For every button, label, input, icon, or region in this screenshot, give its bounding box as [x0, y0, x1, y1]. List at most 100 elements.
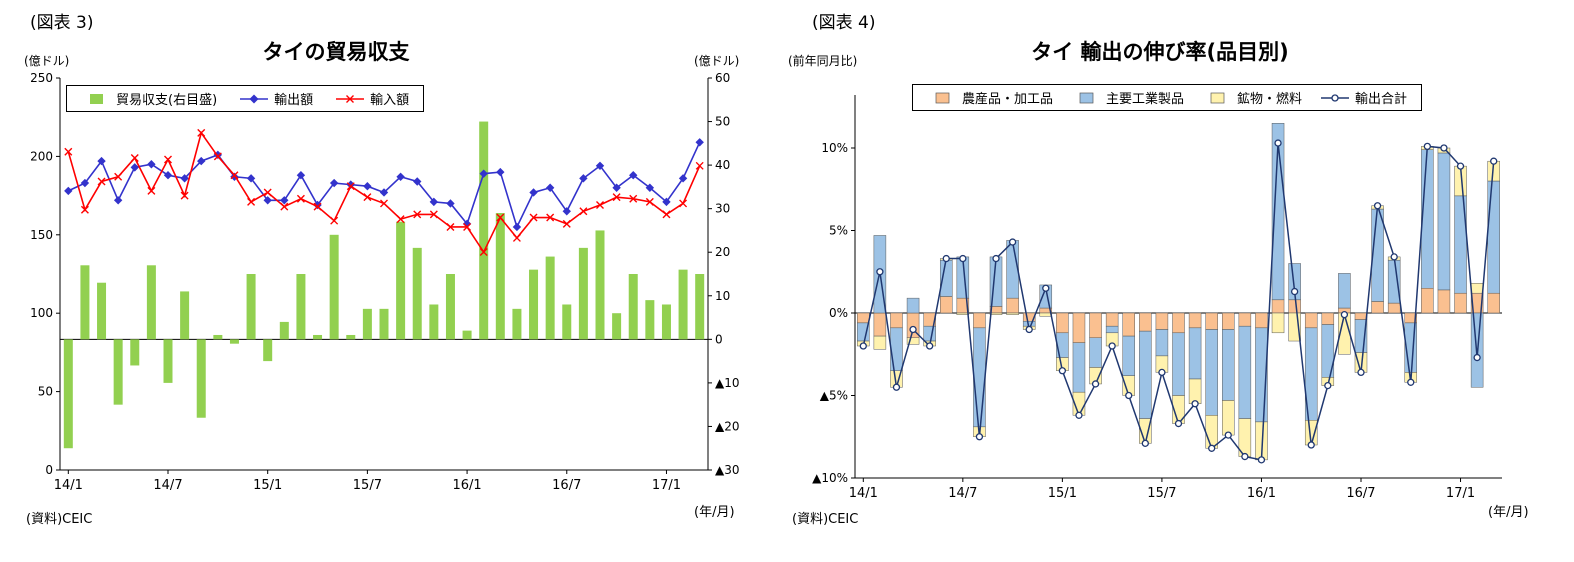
stacked-bar-segment — [1437, 152, 1451, 291]
right-axis-tick-label: 10 — [715, 289, 730, 303]
x-axis-tick-label: 15/7 — [1147, 486, 1176, 501]
diamond-marker-icon — [446, 199, 455, 208]
diamond-marker-icon — [662, 197, 671, 207]
x-marker-icon — [429, 210, 438, 219]
stacked-bar-segment — [906, 297, 920, 314]
trade-balance-bar — [545, 256, 555, 340]
trade-balance-bar — [362, 308, 372, 340]
stacked-bar-segment — [1222, 329, 1235, 401]
diamond-marker-icon — [197, 156, 206, 166]
circle-marker-icon — [1158, 368, 1166, 377]
right-axis-tick-label: ▲20 — [715, 419, 740, 433]
x-marker-icon — [130, 153, 139, 162]
trade-balance-bar — [628, 274, 638, 340]
stacked-bar-segment — [923, 325, 936, 342]
x-marker-icon — [197, 128, 206, 137]
circle-marker-icon — [975, 433, 984, 441]
x-marker-icon — [496, 213, 505, 222]
bar-swatch-icon — [1210, 92, 1225, 103]
trade-balance-bar — [63, 339, 73, 449]
line-swatch-icon — [1321, 93, 1350, 102]
diamond-marker-icon — [296, 171, 306, 180]
y-axis-tick-label: 5% — [829, 224, 848, 238]
trade-balance-bar — [246, 274, 256, 340]
circle-marker-icon — [1440, 144, 1448, 152]
x-marker-icon — [363, 193, 372, 202]
x-marker-icon — [579, 207, 588, 216]
stacked-bar-segment — [906, 337, 920, 345]
x-marker-icon — [147, 186, 156, 195]
trade-balance-bar — [279, 321, 289, 340]
trade-balance-bar — [512, 308, 522, 340]
circle-marker-icon — [1324, 381, 1332, 390]
diamond-marker-icon — [64, 186, 73, 196]
stacked-bar-segment — [1089, 337, 1102, 368]
circle-marker-icon — [892, 383, 901, 391]
circle-marker-icon — [1290, 287, 1299, 296]
diamond-marker-icon — [462, 219, 472, 229]
stacked-bar-segment — [1006, 240, 1019, 299]
left-axis-tick-label: 0 — [45, 463, 53, 477]
stacked-bar-segment — [1172, 312, 1185, 334]
stacked-bar-segment — [1271, 312, 1285, 334]
diamond-marker-icon — [130, 163, 139, 172]
legend-item-3: 輸出合計 — [1320, 88, 1407, 107]
x-axis-tick-label: 15/7 — [353, 478, 382, 493]
x-marker-icon — [230, 171, 239, 180]
stacked-bar-segment — [1072, 312, 1086, 343]
circle-marker-icon — [1241, 452, 1249, 461]
stacked-bar-segment — [1487, 180, 1500, 294]
stacked-bar-segment — [1188, 327, 1202, 380]
stacked-bar-segment — [1155, 329, 1169, 357]
diamond-marker-icon — [429, 197, 439, 207]
stacked-bar-segment — [1222, 400, 1235, 436]
chart-title-export-growth: タイ 輸出の伸び率(品目別) — [1031, 40, 1289, 64]
stacked-bar-segment — [890, 312, 903, 329]
circle-marker-icon — [1357, 368, 1365, 377]
circle-marker-icon — [1025, 325, 1033, 334]
stacked-bar-segment — [1205, 312, 1218, 330]
stacked-bar-segment — [1321, 312, 1335, 325]
circle-marker-icon — [1091, 380, 1100, 388]
x-marker-icon — [380, 199, 388, 208]
right-axis-tick-label: 40 — [715, 158, 730, 172]
trade-balance-bar — [180, 291, 190, 340]
legend-item-2: 鉱物・燃料 — [1202, 88, 1302, 107]
figure-label-3: (図表 3) — [30, 13, 94, 33]
x-marker-icon — [114, 172, 123, 181]
bar-swatch-icon — [935, 92, 950, 103]
stacked-bar-segment — [1437, 289, 1451, 314]
figure-label-4: (図表 4) — [812, 13, 876, 33]
circle-marker-icon — [992, 254, 1000, 263]
legend-label: 主要工業製品 — [1106, 92, 1185, 107]
left-axis-tick-label: 100 — [30, 306, 53, 320]
diamond-marker-icon — [529, 188, 538, 197]
x-axis-tick-label: 15/1 — [1048, 486, 1077, 501]
diamond-marker-icon — [180, 174, 189, 183]
trade-balance-bar — [462, 330, 472, 340]
stacked-bar-segment — [1122, 312, 1135, 337]
trade-balance-bar — [396, 221, 406, 340]
left-axis-tick-label: 200 — [30, 149, 53, 163]
trade-balance-bar — [678, 269, 688, 340]
circle-marker-icon — [1390, 253, 1398, 261]
trade-balance-bar — [529, 269, 539, 340]
circle-marker-icon — [1473, 353, 1481, 362]
diamond-marker-icon — [579, 174, 588, 183]
diamond-marker-icon — [346, 180, 355, 189]
trade-balance-bar — [296, 274, 306, 340]
stacked-bar-segment — [1056, 312, 1069, 334]
diamond-marker-icon — [113, 196, 123, 205]
x-marker-icon — [679, 199, 688, 208]
x-axis-tick-label: 15/1 — [253, 478, 282, 493]
circle-marker-icon — [1490, 157, 1498, 165]
trade-balance-bar — [263, 339, 273, 362]
stacked-bar-segment — [1387, 302, 1401, 314]
trade-balance-bar — [479, 121, 489, 340]
export-growth-chart: 10% 5% 0% ▲5% ▲10%14/1 14/7 15/1 15/7 16/1 16/7 17… — [812, 95, 1502, 501]
circle-marker-icon — [1108, 342, 1116, 350]
trade-balance-bar — [329, 234, 339, 340]
trade-balance-bar — [229, 339, 239, 344]
stacked-bar-segment — [857, 312, 870, 324]
trade-balance-bar — [562, 304, 572, 340]
